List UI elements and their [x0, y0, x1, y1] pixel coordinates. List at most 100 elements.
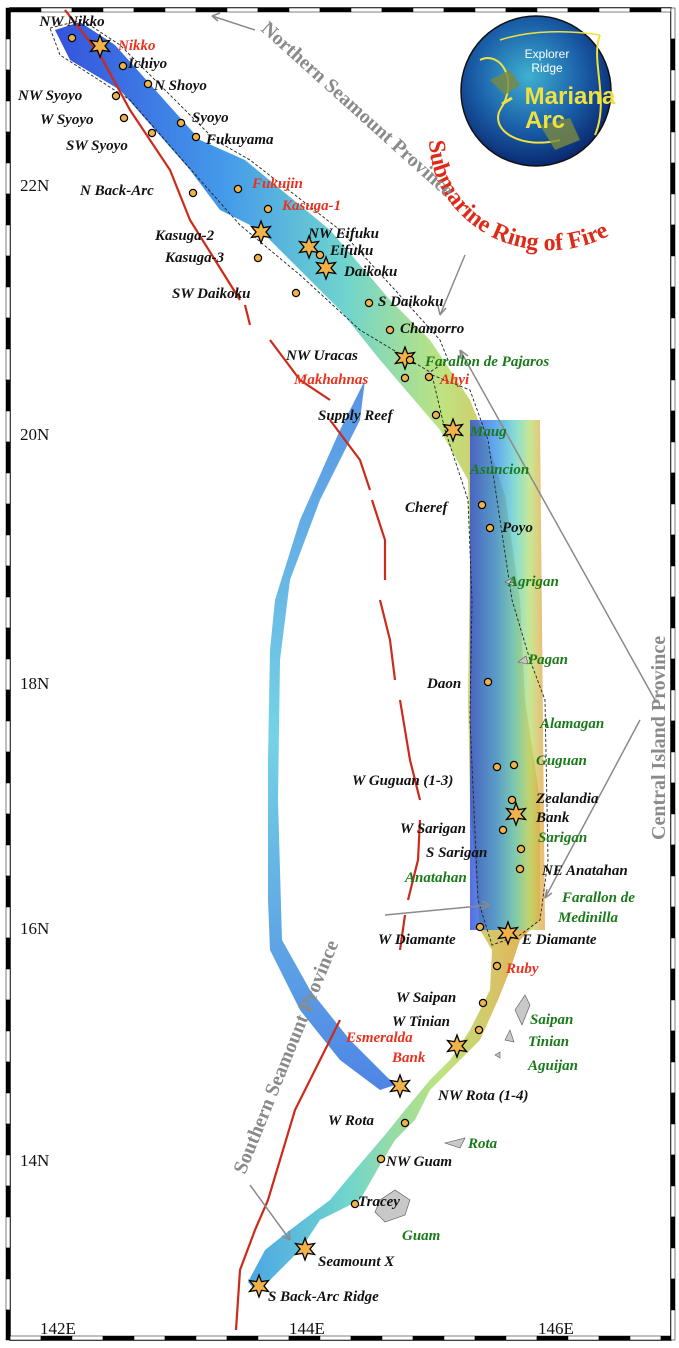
- graduated-border: [5, 7, 676, 1341]
- marker-supply-reef: [431, 410, 441, 420]
- label-nw-eifuku: NW Eifuku: [307, 226, 379, 242]
- label-w-diamante: W Diamante: [378, 932, 456, 948]
- marker-w-syoyo: [119, 113, 129, 123]
- label-makhahnas: Makhahnas: [293, 372, 368, 388]
- marker-guguan: [509, 760, 519, 770]
- label-bank: Bank: [535, 810, 570, 826]
- marker-w-sarigan: [498, 825, 508, 835]
- marker-sw-daikoku: [291, 288, 301, 298]
- label-maug: Maug: [469, 424, 507, 440]
- star-marker-kasuga-2: [249, 219, 273, 245]
- star-marker-nw-eifuku: [297, 234, 321, 260]
- marker-cheref: [477, 500, 487, 510]
- star-marker-e-diamante: [496, 920, 520, 946]
- marker-s-daikoku: [364, 298, 374, 308]
- marker-farallon-de-pajaros: [405, 355, 415, 365]
- star-marker-maug: [441, 417, 465, 443]
- label-kasuga-3: Kasuga-3: [164, 250, 225, 266]
- marker-n-shoyo: [143, 79, 153, 89]
- label-nw-rota-1-4: NW Rota (1-4): [437, 1088, 529, 1104]
- label-tracey: Tracey: [358, 1194, 400, 1210]
- label-nikko: Nikko: [117, 38, 156, 54]
- label-nw-nikko: NW Nikko: [38, 14, 104, 30]
- label-tinian: Tinian: [528, 1034, 569, 1050]
- label-supply-reef: Supply Reef: [318, 408, 395, 424]
- label-poyo: Poyo: [502, 520, 533, 536]
- inset-label-mariana-1: Mariana: [525, 83, 616, 110]
- province-label-central: Central Island Province: [648, 636, 670, 840]
- marker-syoyo: [176, 118, 186, 128]
- label-nw-syoyo: NW Syoyo: [17, 88, 82, 104]
- marker-ruby: [492, 961, 502, 971]
- label-fukuyama: Fukuyama: [205, 132, 274, 148]
- label-farallon-de: Farallon de: [561, 890, 635, 906]
- label-guguan: Guguan: [536, 753, 587, 769]
- province-outlines: [49, 19, 549, 946]
- star-marker-esmeralda: [445, 1033, 469, 1059]
- marker-ichiyo: [118, 61, 128, 71]
- star-marker-s-back-arc-ridge: [247, 1273, 271, 1299]
- label-rota: Rota: [467, 1136, 498, 1152]
- label-fukujin: Fukujin: [251, 176, 303, 192]
- marker-w-diamante: [475, 922, 485, 932]
- marker-kasuga-1: [263, 204, 273, 214]
- label-syoyo: Syoyo: [192, 110, 229, 126]
- label-guam: Guam: [402, 1228, 440, 1244]
- lon-label-142e: 142E: [40, 1319, 76, 1338]
- label-daon: Daon: [426, 676, 461, 692]
- label-nw-guam: NW Guam: [385, 1154, 452, 1170]
- features: NW Nikko Nikko Ichiyo N Shoyo NW Syoyo W Syoy…: [17, 14, 635, 1305]
- label-bank: Bank: [391, 1050, 426, 1066]
- star-marker-daikoku: [314, 255, 338, 281]
- label-w-tinian: W Tinian: [392, 1014, 450, 1030]
- marker-n-back-arc: [188, 188, 198, 198]
- province-arrows: [211, 12, 656, 1241]
- label-w-guguan-1-3: W Guguan (1-3): [352, 773, 453, 789]
- label-nw-uracas: NW Uracas: [285, 348, 358, 364]
- inset-label-explorer-1: Explorer: [525, 47, 570, 61]
- marker-ne-anatahan: [515, 864, 525, 874]
- label-ichiyo: Ichiyo: [127, 56, 167, 72]
- marker-nw-syoyo: [111, 91, 121, 101]
- label-s-back-arc-ridge: S Back-Arc Ridge: [268, 1289, 379, 1305]
- label-s-daikoku: S Daikoku: [378, 294, 443, 310]
- star-marker-nikko: [88, 33, 112, 59]
- bathymetry-swath: [55, 22, 545, 1290]
- label-farallon-de-pajaros: Farallon de Pajaros: [424, 354, 549, 370]
- lat-label-22n: 22N: [20, 176, 49, 195]
- marker-kasuga-3: [253, 253, 263, 263]
- label-cheref: Cheref: [405, 500, 450, 516]
- star-marker-seamount-x: [293, 1236, 317, 1262]
- label-alamagan: Alamagan: [539, 716, 604, 732]
- star-marker-nw-rota-1-4: [388, 1073, 412, 1099]
- label-w-rota: W Rota: [328, 1113, 374, 1129]
- marker-s-sarigan: [516, 844, 526, 854]
- label-sarigan: Sarigan: [538, 830, 587, 846]
- label-seamount-x: Seamount X: [318, 1254, 395, 1270]
- label-ahyi: Ahyi: [439, 372, 470, 388]
- label-sw-syoyo: SW Syoyo: [66, 138, 128, 154]
- marker-tracey: [350, 1199, 360, 1209]
- star-marker-nw-uracas: [393, 345, 417, 371]
- label-w-saipan: W Saipan: [396, 990, 456, 1006]
- label-ne-anatahan: NE Anatahan: [541, 863, 628, 879]
- lon-label-146e: 146E: [538, 1319, 574, 1338]
- label-eifuku: Eifuku: [329, 243, 373, 259]
- label-zealandia: Zealandia: [535, 791, 599, 807]
- marker-sw-syoyo: [147, 128, 157, 138]
- marker-chamorro: [385, 325, 395, 335]
- label-chamorro: Chamorro: [400, 321, 464, 337]
- marker-nw-nikko: [67, 33, 77, 43]
- marker-nw-guam: [376, 1154, 386, 1164]
- marker-fukuyama: [191, 132, 201, 142]
- lat-label-20n: 20N: [20, 425, 49, 444]
- lat-label-18n: 18N: [20, 674, 49, 693]
- label-daikoku: Daikoku: [343, 264, 397, 280]
- marker-w-rota: [400, 1118, 410, 1128]
- label-w-syoyo: W Syoyo: [40, 112, 93, 128]
- label-sw-daikoku: SW Daikoku: [172, 286, 251, 302]
- marker-poyo: [485, 523, 495, 533]
- lat-label-14n: 14N: [20, 1151, 49, 1170]
- islands: [374, 577, 531, 1223]
